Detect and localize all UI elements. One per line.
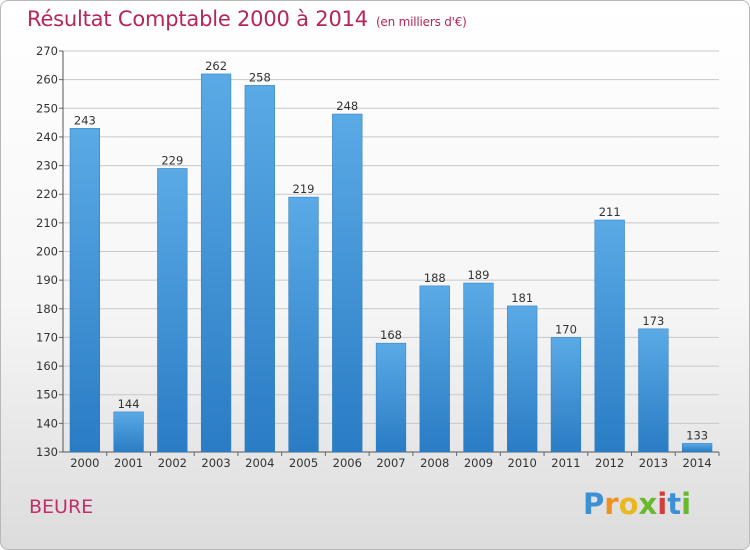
x-tick-label: 2012 <box>595 456 624 470</box>
bar <box>419 285 450 453</box>
y-tick-label: 140 <box>36 416 58 430</box>
data-label: 211 <box>599 205 621 219</box>
y-tick-label: 210 <box>36 216 58 230</box>
logo-letter: i <box>657 487 668 521</box>
logo-letter: r <box>604 487 619 521</box>
x-tick-label: 2014 <box>682 456 711 470</box>
logo-letter: t <box>667 487 682 521</box>
x-tick-label: 2009 <box>464 456 493 470</box>
data-label: 181 <box>511 291 533 305</box>
y-tick-label: 240 <box>36 130 58 144</box>
y-tick-label: 170 <box>36 330 58 344</box>
data-label: 189 <box>467 268 489 282</box>
x-tick-label: 2003 <box>201 456 230 470</box>
x-tick-label: 2002 <box>158 456 187 470</box>
chart-subtitle: (en milliers d'€) <box>375 15 467 29</box>
bar <box>550 337 582 453</box>
logo-letter: P <box>583 487 605 521</box>
y-tick-label: 230 <box>36 159 58 173</box>
x-tick-label: 2013 <box>639 456 668 470</box>
data-labels: 243 144 229 262 258 219 248 168 188 189 181 170 211 1… <box>74 59 708 442</box>
bar <box>463 282 494 453</box>
data-label: 188 <box>424 271 446 285</box>
bar <box>200 73 232 453</box>
bar <box>332 113 363 453</box>
y-tick-label: 270 <box>36 44 58 58</box>
bar <box>288 196 319 453</box>
data-label: 248 <box>336 99 358 113</box>
bar <box>682 443 713 453</box>
data-label: 258 <box>249 70 271 84</box>
chart-title-text: Résultat Comptable 2000 à 2014 <box>27 7 368 31</box>
x-tick-label: 2010 <box>508 456 537 470</box>
data-label: 170 <box>555 322 577 336</box>
data-label: 133 <box>686 428 708 442</box>
x-tick-label: 2000 <box>70 456 99 470</box>
x-tick-label: 2006 <box>333 456 362 470</box>
bar <box>69 128 100 453</box>
logo-letter: o <box>618 487 639 521</box>
y-tick-label: 160 <box>36 359 58 373</box>
bar <box>113 411 144 453</box>
y-tick-label: 190 <box>36 273 58 287</box>
y-tick-label: 130 <box>36 445 58 459</box>
bar <box>244 85 275 453</box>
y-tick-label: 200 <box>36 245 58 259</box>
proxiti-logo: Proxiti <box>583 487 691 521</box>
data-label: 173 <box>642 314 664 328</box>
commune-name: BEURE <box>29 496 94 518</box>
logo-letter: x <box>638 487 658 521</box>
bar <box>375 342 407 453</box>
bar <box>594 219 625 453</box>
bar <box>157 168 188 453</box>
data-label: 262 <box>205 59 227 73</box>
bar <box>507 305 538 453</box>
y-tick-label: 180 <box>36 302 58 316</box>
bar <box>638 328 669 453</box>
bars <box>69 73 713 453</box>
y-tick-label: 260 <box>36 73 58 87</box>
x-tick-label: 2005 <box>289 456 318 470</box>
y-tick-labels: 130 140 150 160 170 180 190 200 210 220 230 240 250 2… <box>36 44 58 459</box>
chart-title: Résultat Comptable 2000 à 2014 (en millie… <box>27 7 467 31</box>
x-tick-label: 2004 <box>245 456 274 470</box>
data-label: 219 <box>293 182 315 196</box>
x-tick-label: 2007 <box>376 456 405 470</box>
x-tick-labels: 2000 2001 2002 2003 2004 2005 2006 2007 2008 2009… <box>70 456 712 470</box>
y-tick-label: 250 <box>36 101 58 115</box>
y-tick-label: 220 <box>36 187 58 201</box>
data-label: 229 <box>161 153 183 167</box>
data-label: 144 <box>118 397 140 411</box>
x-tick-label: 2008 <box>420 456 449 470</box>
data-label: 168 <box>380 328 402 342</box>
x-tick-label: 2011 <box>551 456 580 470</box>
logo-letter: i <box>681 487 692 521</box>
y-tick-label: 150 <box>36 388 58 402</box>
x-tick-label: 2001 <box>114 456 143 470</box>
data-label: 243 <box>74 113 96 127</box>
